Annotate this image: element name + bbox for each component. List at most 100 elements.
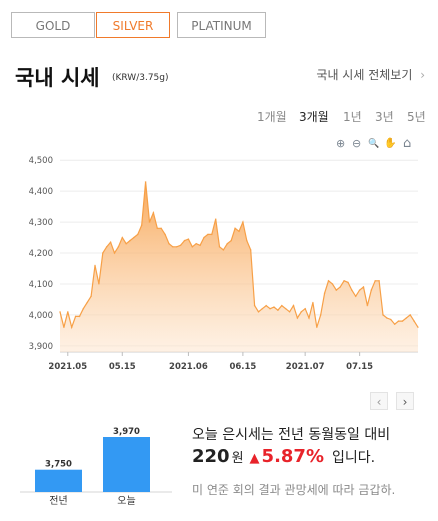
tab-silver[interactable]: SILVER <box>96 12 170 38</box>
data-point <box>187 238 190 240</box>
y-tick-label: 4,400 <box>29 187 53 197</box>
data-point <box>347 281 349 284</box>
data-point <box>218 246 221 248</box>
data-point <box>148 221 151 223</box>
data-point <box>409 314 412 316</box>
period-3y[interactable]: 3년 <box>375 110 394 124</box>
area-fill <box>60 181 418 352</box>
data-point <box>63 326 65 329</box>
data-point <box>226 242 229 245</box>
x-tick-label: 2021.06 <box>169 362 208 372</box>
data-point <box>390 318 392 321</box>
change-percent: 5.87% <box>261 446 324 467</box>
zoom-in-icon[interactable]: ⊕ <box>336 137 346 150</box>
data-point <box>199 244 201 247</box>
data-point <box>179 244 182 247</box>
y-tick-label: 4,300 <box>29 218 53 228</box>
data-point <box>156 227 159 230</box>
data-point <box>195 242 197 245</box>
summary-tail: 입니다. <box>332 450 376 466</box>
change-amount: 220 <box>192 446 230 467</box>
data-point <box>94 264 96 267</box>
data-point <box>351 289 353 291</box>
chevron-right-icon: › <box>420 68 425 82</box>
home-icon[interactable]: ⌂ <box>403 136 412 151</box>
data-point <box>339 286 342 288</box>
data-point <box>78 315 81 318</box>
data-point <box>386 317 388 319</box>
prev-button[interactable]: ‹ <box>370 392 388 410</box>
pan-hand-icon[interactable]: ✋ <box>384 138 397 149</box>
data-point <box>370 289 373 291</box>
data-point <box>152 212 155 214</box>
y-tick-label: 4,200 <box>29 249 53 259</box>
data-point <box>327 280 330 282</box>
data-point <box>362 286 365 288</box>
data-point <box>312 301 314 304</box>
data-point <box>203 236 205 239</box>
data-point <box>374 280 377 282</box>
next-button[interactable]: › <box>396 392 414 410</box>
data-point <box>82 307 85 310</box>
data-point <box>292 304 295 307</box>
data-point <box>238 230 240 233</box>
data-point <box>335 289 338 291</box>
data-point <box>59 311 61 313</box>
data-point <box>67 311 69 313</box>
data-point <box>90 295 92 298</box>
data-point <box>382 314 384 316</box>
data-point <box>249 249 252 251</box>
data-point <box>129 239 131 242</box>
view-all-link[interactable]: 국내 시세 전체보기 › <box>316 66 425 83</box>
bar-category-label: 전년 <box>49 495 67 507</box>
data-point <box>172 246 174 248</box>
data-point <box>246 239 248 242</box>
tab-gold[interactable]: GOLD <box>11 12 95 38</box>
x-tick-label: 07.15 <box>346 362 373 372</box>
data-point <box>397 320 400 322</box>
data-point <box>211 233 213 236</box>
data-point <box>113 252 116 254</box>
data-point <box>323 292 326 294</box>
period-1y[interactable]: 1년 <box>343 110 362 124</box>
period-selector: 1개월 3개월 1년 3년 5년 <box>0 108 438 124</box>
period-1m[interactable]: 1개월 <box>257 110 287 124</box>
data-point <box>140 224 143 226</box>
data-point <box>331 283 334 285</box>
data-point <box>316 326 318 329</box>
data-point <box>98 283 100 285</box>
chart-toolbar: ⊕ ⊖ 🔍 ✋ ⌂ <box>0 137 438 153</box>
data-point <box>70 326 73 329</box>
data-point <box>242 221 244 223</box>
data-point <box>300 311 303 313</box>
data-point <box>288 311 291 313</box>
data-point <box>269 307 271 310</box>
unit-label: (KRW/3.75g) <box>112 73 169 83</box>
bar-value-label: 3,750 <box>45 460 72 470</box>
data-point <box>304 307 307 310</box>
up-arrow-icon: ▲ <box>249 451 260 466</box>
data-point <box>117 246 120 248</box>
tab-platinum[interactable]: PLATINUM <box>177 12 266 38</box>
data-point <box>74 315 77 318</box>
data-point <box>164 233 166 236</box>
data-point <box>405 317 408 319</box>
market-note: 미 연준 회의 결과 관망세에 따라 금갑하. <box>192 483 396 497</box>
data-point <box>265 304 268 307</box>
period-3m[interactable]: 3개월 <box>299 110 329 124</box>
data-point <box>277 309 279 311</box>
x-tick-label: 05.15 <box>109 362 136 372</box>
bar-category-label: 오늘 <box>117 495 135 507</box>
data-point <box>378 280 380 282</box>
period-5y[interactable]: 5년 <box>407 110 426 124</box>
data-point <box>358 289 361 291</box>
summary-text: 오늘 은시세는 전년 동월동일 대비 <box>192 427 391 443</box>
data-point <box>230 239 232 242</box>
magnifier-icon[interactable]: 🔍 <box>368 139 380 149</box>
bar <box>103 437 150 492</box>
zoom-out-icon[interactable]: ⊖ <box>352 137 362 150</box>
x-tick-label: 2021.05 <box>48 362 87 372</box>
data-point <box>273 306 275 308</box>
data-point <box>284 307 287 310</box>
data-point <box>168 242 170 245</box>
